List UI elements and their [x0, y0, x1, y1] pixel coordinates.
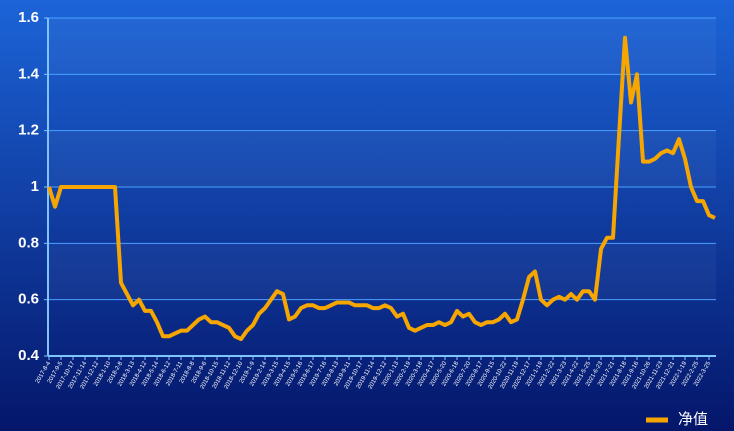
legend-label: 净值	[678, 411, 708, 428]
series-line	[47, 35, 716, 342]
y-tick-label: 1.6	[18, 9, 39, 26]
plot-band	[48, 130, 716, 187]
y-tick-label: 0.6	[18, 291, 39, 308]
y-tick-label: 1.4	[18, 65, 40, 82]
y-tick-label: 1.2	[18, 122, 39, 139]
y-tick-label: 0.4	[18, 347, 40, 364]
plot-band	[48, 18, 716, 75]
y-tick-label: 0.8	[18, 234, 39, 251]
plot-band	[48, 243, 716, 300]
y-tick-label: 1	[31, 178, 39, 195]
